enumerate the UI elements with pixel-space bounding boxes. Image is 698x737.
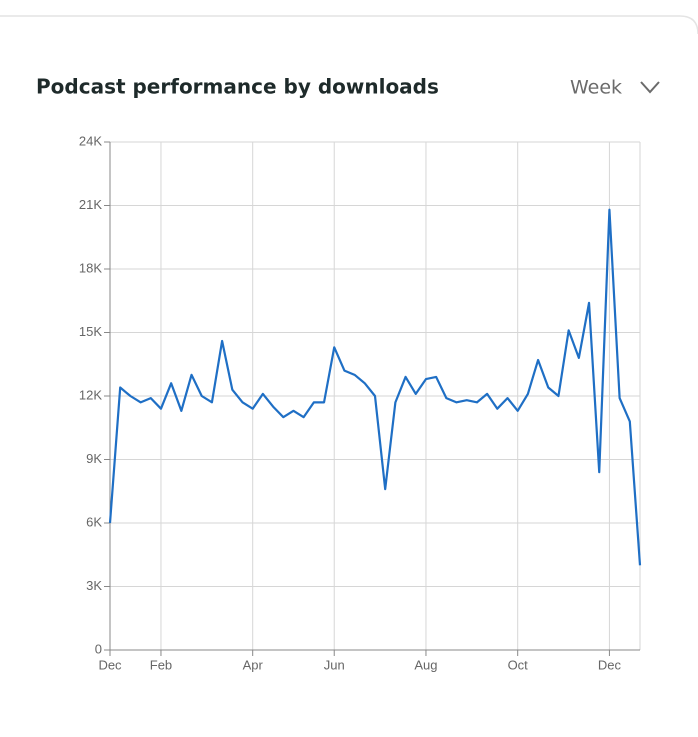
period-label[interactable]: Week <box>570 77 622 99</box>
y-tick-label: 6K <box>86 514 102 529</box>
x-tick-label: Aug <box>414 657 437 672</box>
y-tick-label: 18K <box>79 260 102 275</box>
y-tick-label: 3K <box>86 578 102 593</box>
period-dropdown[interactable]: Week <box>570 77 660 99</box>
y-tick-label: 9K <box>86 451 102 466</box>
card-border <box>0 15 698 35</box>
x-tick-label: Oct <box>508 657 529 672</box>
chevron-icon[interactable] <box>640 81 660 94</box>
x-tick-label: Apr <box>243 657 264 672</box>
x-tick-label: Dec <box>598 657 622 672</box>
y-tick-label: 12K <box>79 387 102 402</box>
y-tick-label: 24K <box>79 133 102 148</box>
plot: 0 3K 6K 9K 12K 15K 18K 21K 24K Dec Feb Apr Jun Aug Oct… <box>79 133 642 672</box>
y-tick-label: 15K <box>79 324 102 339</box>
y-tick-label: 0 <box>95 641 102 656</box>
data-line <box>108 208 642 566</box>
x-tick-label: Dec <box>98 657 122 672</box>
x-tick-label: Feb <box>150 657 172 672</box>
y-tick-label: 21K <box>79 197 102 212</box>
x-tick-label: Jun <box>324 657 345 672</box>
chart-title: Podcast performance by downloads <box>36 75 439 99</box>
